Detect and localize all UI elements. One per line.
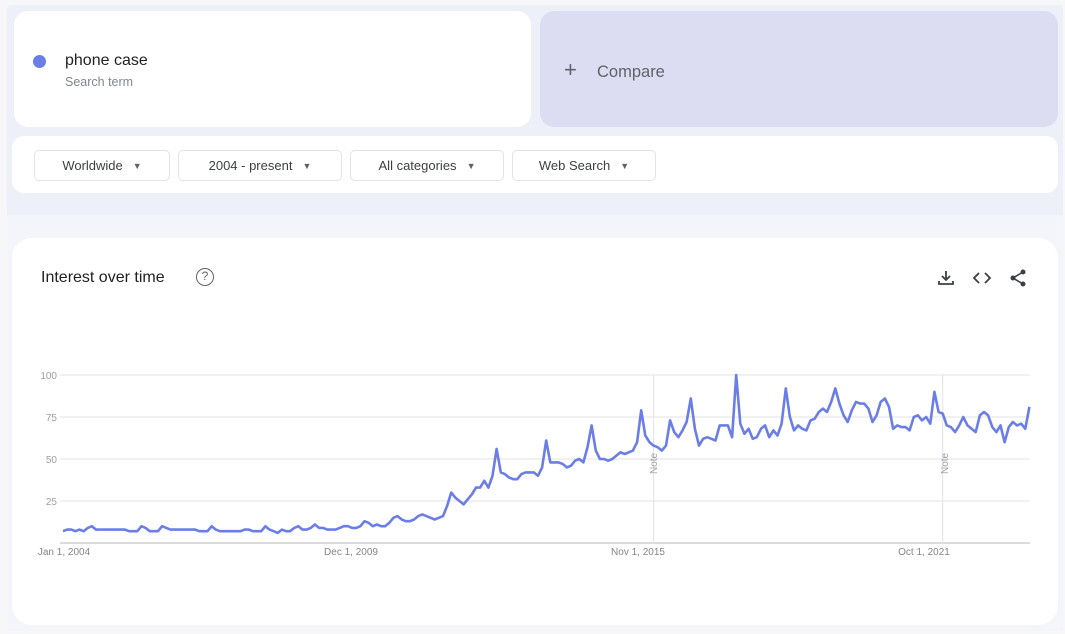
category-dropdown[interactable]: All categories ▼ [350,150,504,181]
y-tick-label: 25 [46,497,58,508]
series-line-phone-case [62,373,1031,535]
compare-label: Compare [597,63,665,81]
caret-down-icon: ▼ [466,160,476,171]
category-dropdown-label: All categories [378,158,457,173]
search-term-sublabel: Search term [65,75,134,89]
interest-over-time-card: Interest over time ? [12,238,1058,625]
search-type-dropdown-label: Web Search [538,158,611,173]
share-icon[interactable] [1008,268,1028,288]
series-color-dot [33,55,46,68]
help-icon[interactable]: ? [196,268,214,286]
time-range-dropdown[interactable]: 2004 - present ▼ [178,150,342,181]
note-annotation[interactable]: Note [649,452,660,474]
caret-down-icon: ▼ [302,160,312,171]
plus-icon: + [564,57,577,82]
caret-down-icon: ▼ [132,160,142,171]
y-tick-label: 50 [46,455,58,466]
search-term-card[interactable] [14,11,531,127]
caret-down-icon: ▼ [620,160,630,171]
note-annotation[interactable]: Note [940,452,951,474]
x-tick-label: Jan 1, 2004 [38,547,91,558]
search-type-dropdown[interactable]: Web Search ▼ [512,150,656,181]
filter-bar: Worldwide ▼ 2004 - present ▼ All categorie… [12,136,1058,193]
x-tick-label: Oct 1, 2021 [898,547,950,558]
region-dropdown[interactable]: Worldwide ▼ [34,150,170,181]
search-term-label[interactable]: phone case [65,52,148,69]
embed-code-icon[interactable] [972,268,992,288]
y-tick-label: 75 [46,413,58,424]
download-icon[interactable] [936,268,956,288]
x-tick-label: Nov 1, 2015 [611,547,665,558]
region-dropdown-label: Worldwide [62,158,123,173]
y-tick-label: 100 [40,371,57,382]
x-tick-label: Dec 1, 2009 [324,547,378,558]
chart-title: Interest over time [41,269,165,286]
compare-button[interactable]: + Compare [540,11,1058,127]
time-range-dropdown-label: 2004 - present [208,158,293,173]
